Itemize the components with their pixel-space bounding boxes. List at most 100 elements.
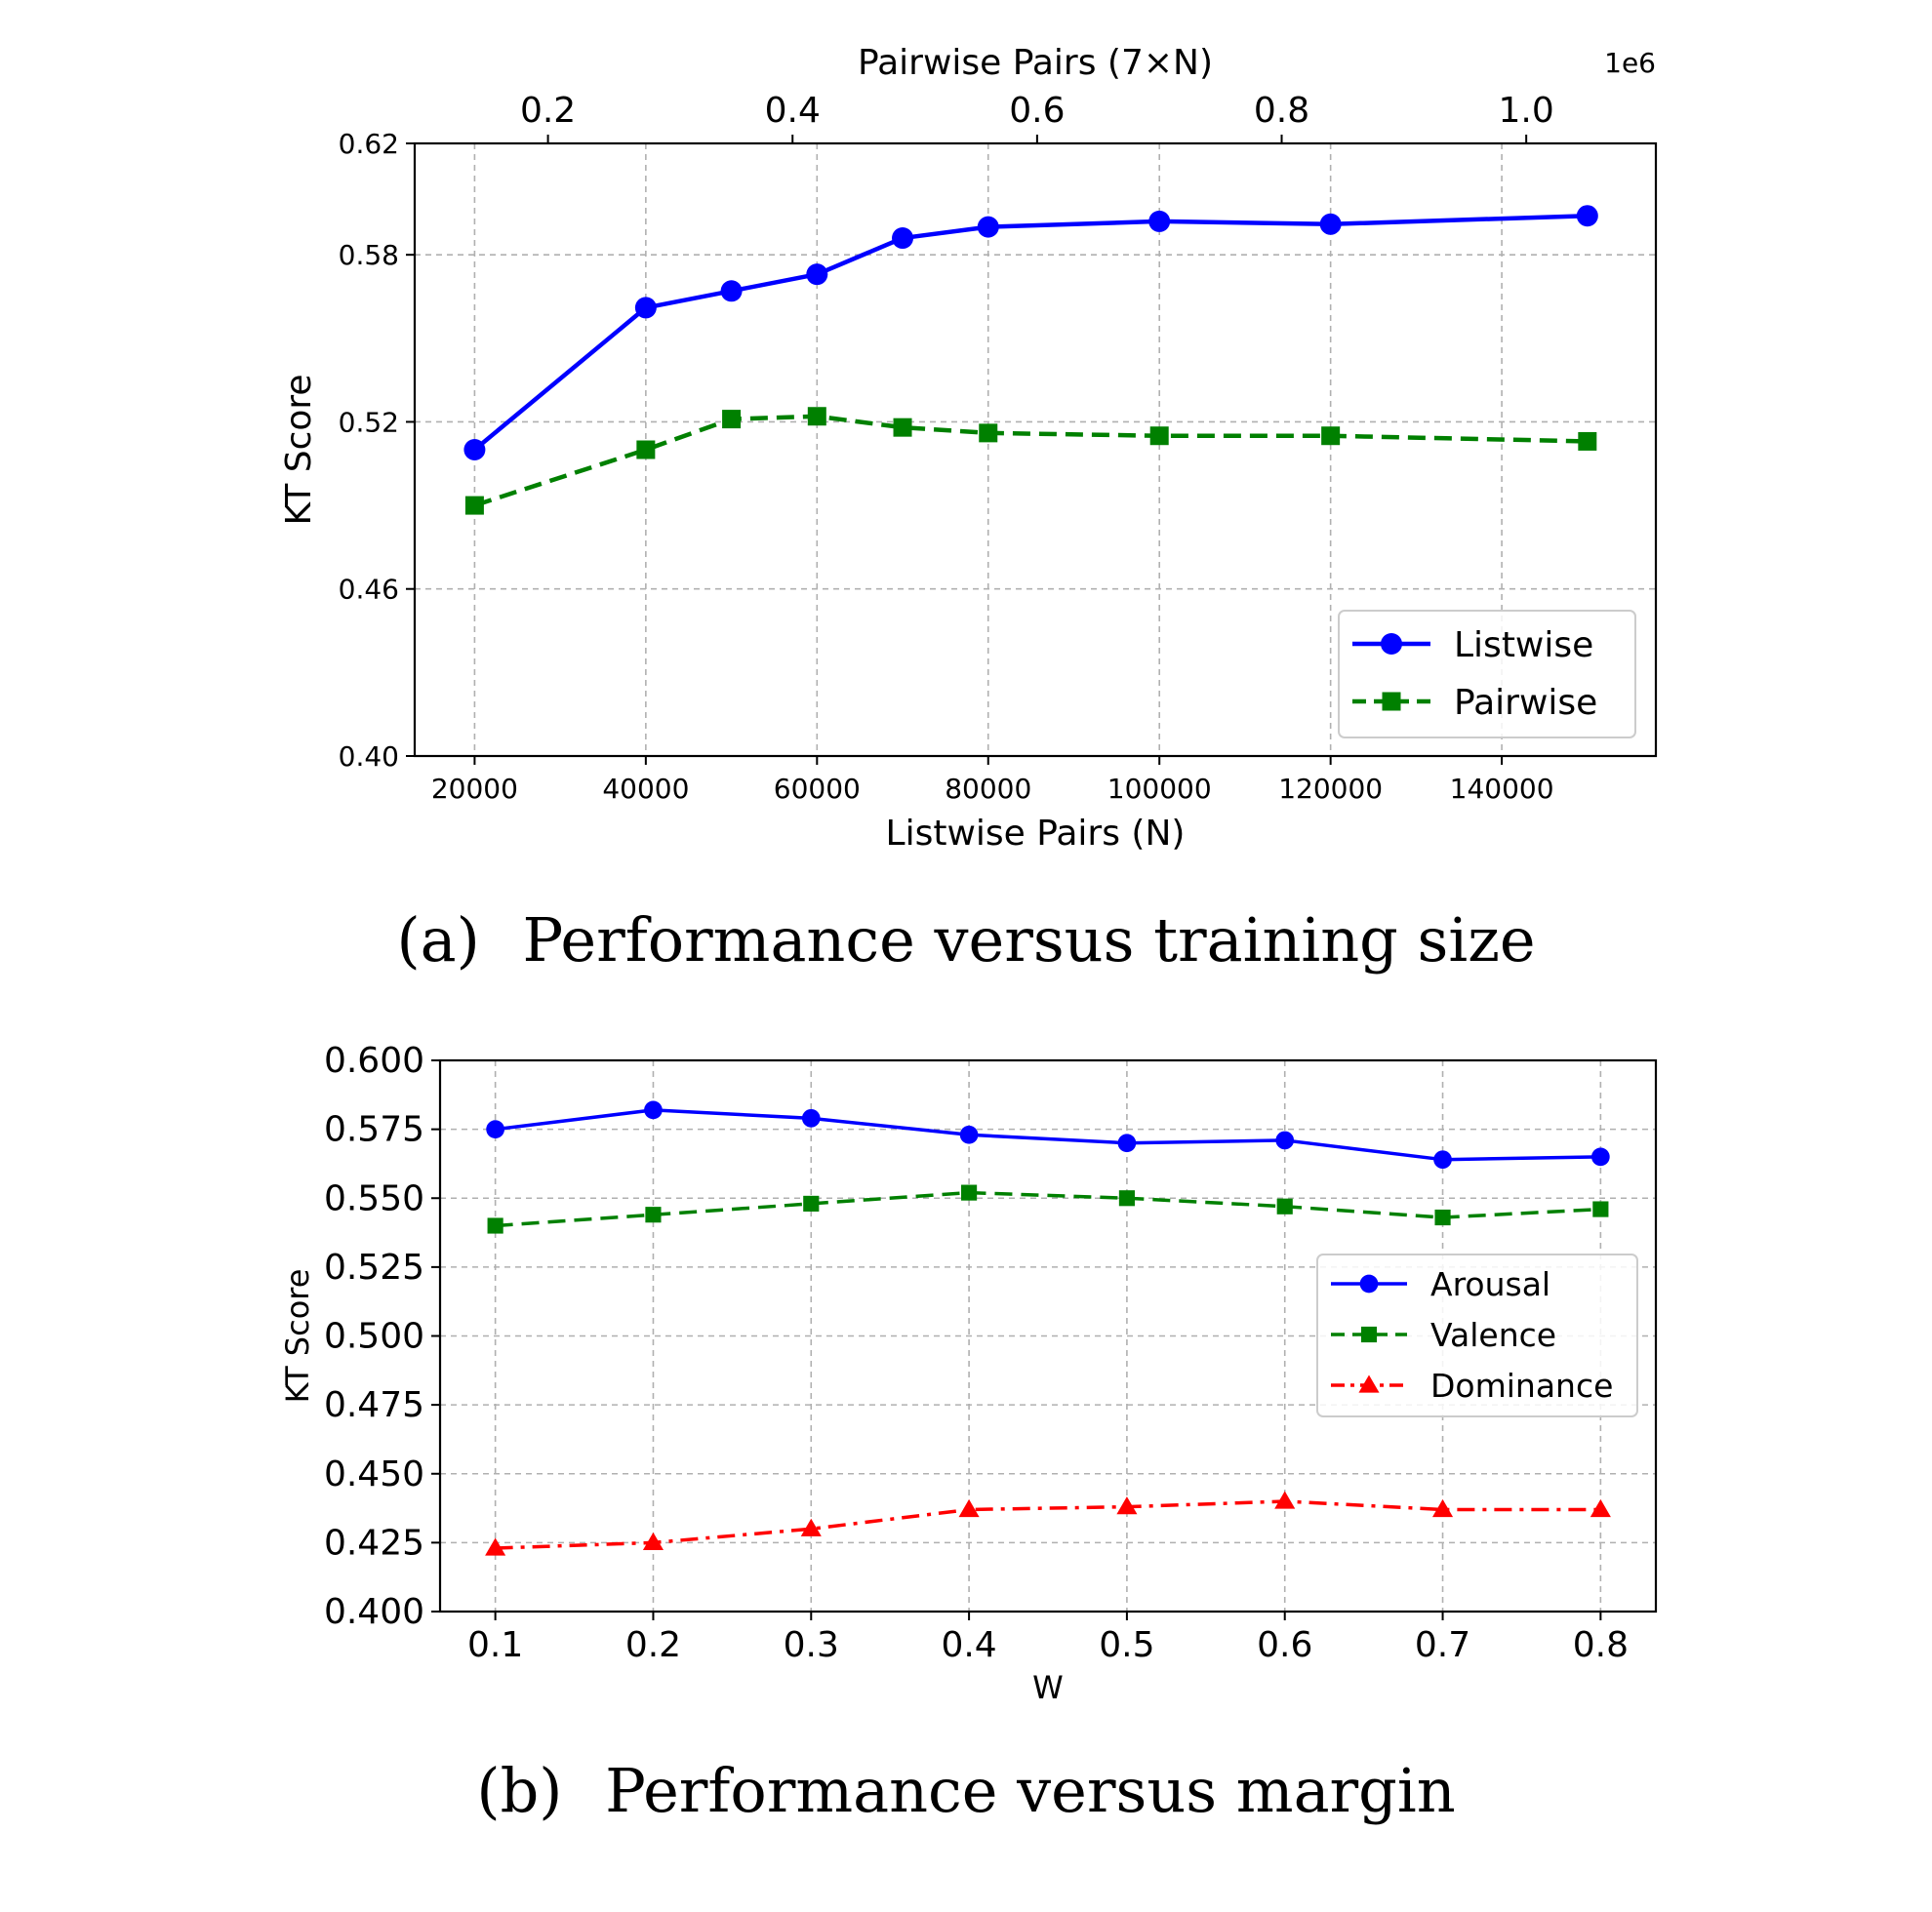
a-top-axis-label: Pairwise Pairs (7×N) xyxy=(858,43,1213,83)
data-point-pairwise xyxy=(636,440,656,459)
x-tick-label: 0.1 xyxy=(467,1625,523,1665)
data-point-pairwise xyxy=(893,418,912,437)
legend-marker-arousal xyxy=(1359,1274,1379,1294)
series-line-pairwise xyxy=(473,414,1588,508)
data-point-valence xyxy=(645,1207,662,1223)
data-point-dominance xyxy=(800,1518,822,1536)
y-tick-label: 0.475 xyxy=(324,1385,424,1425)
a-caption-tag: (a) xyxy=(396,904,479,976)
data-point-pairwise xyxy=(1578,431,1597,451)
data-point-listwise xyxy=(892,227,914,250)
data-point-dominance xyxy=(1590,1498,1611,1518)
data-point-valence xyxy=(803,1195,820,1212)
data-point-listwise xyxy=(720,280,743,302)
data-point-listwise xyxy=(634,297,657,319)
x-tick-label: 120000 xyxy=(1278,773,1383,805)
a-legend: Listwise Pairwise xyxy=(1338,610,1636,738)
top-x-tick-label: 1.0 xyxy=(1499,91,1554,131)
b-caption-tag: (b) xyxy=(476,1755,562,1826)
x-tick-label: 100000 xyxy=(1107,773,1212,805)
y-tick-label: 0.400 xyxy=(324,1592,424,1632)
a-x-axis-label: Listwise Pairs (N) xyxy=(886,814,1186,854)
a-top-x-ticks: 0.2 0.4 0.6 0.8 1.0 xyxy=(520,91,1554,143)
data-point-pairwise xyxy=(722,410,742,429)
panel-a-chart: 20000 40000 60000 80000 100000 120000 140000 0… xyxy=(279,43,1658,976)
b-x-ticks: 0.1 0.2 0.3 0.4 0.5 0.6 0.7 0.8 xyxy=(467,1612,1629,1665)
y-tick-label: 0.500 xyxy=(324,1317,424,1357)
y-tick-label: 0.52 xyxy=(339,406,399,438)
data-point-arousal xyxy=(1433,1150,1452,1170)
series-line-dominance xyxy=(495,1499,1601,1550)
data-point-listwise xyxy=(463,439,486,460)
data-point-valence xyxy=(1434,1209,1451,1226)
top-x-tick-label: 0.4 xyxy=(765,91,821,131)
x-tick-label: 60000 xyxy=(774,773,861,805)
b-x-axis-label: W xyxy=(1032,1669,1064,1706)
a-caption-text: Performance versus training size xyxy=(523,904,1536,976)
b-y-ticks: 0.400 0.425 0.450 0.475 0.500 0.525 0.550 0.575… xyxy=(324,1041,440,1632)
legend-label-arousal: Arousal xyxy=(1430,1265,1550,1303)
data-point-arousal xyxy=(1275,1131,1295,1150)
b-y-axis-label: KT Score xyxy=(279,1269,316,1404)
y-tick-label: 0.600 xyxy=(324,1041,424,1081)
data-point-valence xyxy=(487,1217,503,1234)
data-point-dominance xyxy=(1274,1491,1296,1509)
legend-label-valence: Valence xyxy=(1430,1316,1556,1354)
data-point-listwise xyxy=(806,263,828,286)
data-point-dominance xyxy=(1432,1498,1454,1518)
data-point-listwise xyxy=(1576,205,1598,227)
legend-frame xyxy=(1316,1254,1638,1417)
y-tick-label: 0.58 xyxy=(339,239,399,271)
a-plot-frame xyxy=(413,141,1658,758)
b-series-markers xyxy=(485,1100,1611,1556)
a-y-ticks: 0.40 0.46 0.52 0.58 0.62 xyxy=(339,128,415,773)
b-caption: (b) Performance versus margin xyxy=(476,1755,1455,1826)
data-point-listwise xyxy=(1319,213,1342,235)
b-legend: Arousal Valence Dominance xyxy=(1316,1254,1638,1417)
a-y-axis-label: KT Score xyxy=(279,374,319,525)
data-point-pairwise xyxy=(1321,426,1341,446)
x-tick-label: 0.6 xyxy=(1257,1625,1312,1665)
y-tick-label: 0.525 xyxy=(324,1248,424,1288)
a-x-ticks: 20000 40000 60000 80000 100000 120000 140000 xyxy=(431,756,1554,805)
y-tick-label: 0.62 xyxy=(339,128,399,160)
legend-label-listwise: Listwise xyxy=(1454,625,1593,665)
b-series-lines xyxy=(495,1108,1601,1550)
data-point-pairwise xyxy=(1149,426,1169,446)
panel-b-chart: 0.1 0.2 0.3 0.4 0.5 0.6 0.7 0.8 0.400 0.425 0.450… xyxy=(279,1041,1658,1826)
y-tick-label: 0.425 xyxy=(324,1523,424,1563)
data-point-dominance xyxy=(1116,1496,1138,1515)
x-tick-label: 0.8 xyxy=(1573,1625,1629,1665)
legend-marker-dominance xyxy=(1358,1374,1380,1393)
data-point-dominance xyxy=(485,1537,506,1556)
x-tick-label: 0.5 xyxy=(1099,1625,1154,1665)
data-point-dominance xyxy=(642,1532,664,1550)
y-tick-label: 0.46 xyxy=(339,574,399,606)
x-tick-label: 0.4 xyxy=(941,1625,996,1665)
data-point-arousal xyxy=(1591,1147,1610,1167)
x-tick-label: 0.2 xyxy=(625,1625,681,1665)
series-line-listwise xyxy=(472,213,1588,452)
x-tick-label: 0.3 xyxy=(784,1625,839,1665)
legend-label-pairwise: Pairwise xyxy=(1454,683,1597,723)
data-point-valence xyxy=(1276,1198,1293,1215)
data-point-listwise xyxy=(1148,210,1171,232)
legend-marker-listwise xyxy=(1381,633,1402,655)
x-tick-label: 20000 xyxy=(431,773,518,805)
y-tick-label: 0.575 xyxy=(324,1110,424,1150)
x-tick-label: 0.7 xyxy=(1415,1625,1470,1665)
data-point-listwise xyxy=(977,216,999,238)
a-caption: (a) Performance versus training size xyxy=(396,904,1535,976)
a-top-axis-offset: 1e6 xyxy=(1604,47,1656,79)
data-point-pairwise xyxy=(464,496,484,515)
a-series-lines xyxy=(472,213,1588,508)
data-point-valence xyxy=(1592,1201,1609,1217)
data-point-valence xyxy=(1118,1190,1135,1207)
legend-marker-valence xyxy=(1360,1326,1378,1343)
y-tick-label: 0.450 xyxy=(324,1454,424,1494)
series-line-valence xyxy=(495,1190,1601,1228)
data-point-arousal xyxy=(959,1125,979,1144)
data-point-arousal xyxy=(644,1100,663,1120)
top-x-tick-label: 0.8 xyxy=(1254,91,1309,131)
a-series-markers xyxy=(463,205,1598,515)
